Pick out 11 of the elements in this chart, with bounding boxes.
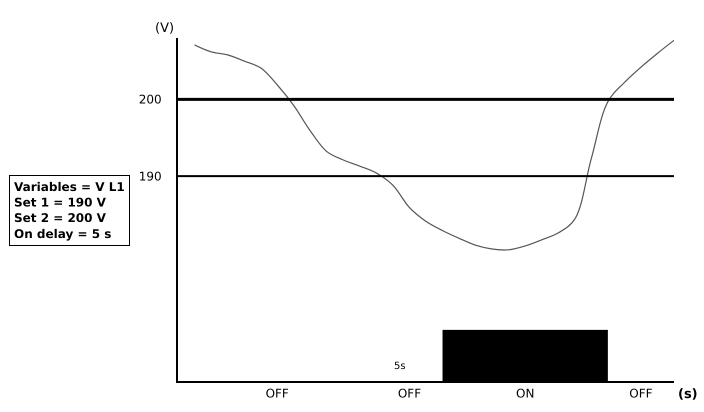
text: Variables = V L1 Set 1 = 190 V Set 2 = 200 V On delay = 5 s bbox=[14, 180, 125, 241]
x-tick-label: OFF bbox=[629, 386, 653, 400]
y-axis-title: (V) bbox=[155, 21, 174, 36]
x-tick-label: OFF bbox=[398, 386, 422, 400]
x-tick-label: OFF bbox=[266, 386, 289, 400]
line-series bbox=[194, 40, 674, 251]
x-tick-label: ON bbox=[516, 386, 534, 400]
y-tick-label: 190 bbox=[138, 169, 162, 184]
y-tick-label: 200 bbox=[138, 92, 162, 107]
annotation: 5s bbox=[394, 361, 406, 372]
x-axis-title: (s) bbox=[678, 387, 698, 402]
